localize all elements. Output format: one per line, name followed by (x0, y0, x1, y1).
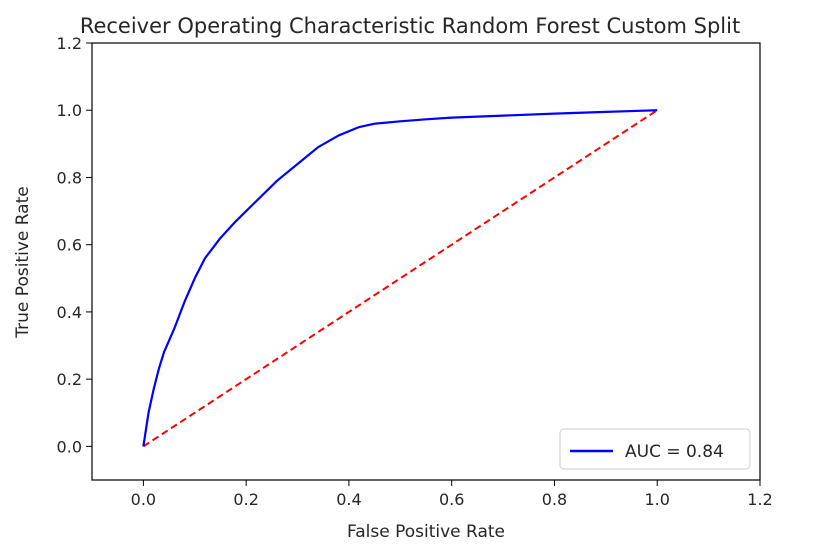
plot-frame (91, 42, 761, 481)
y-axis-label: True Positive Rate (13, 186, 33, 338)
x-tick-label: 0.8 (542, 490, 567, 509)
x-axis-label: False Positive Rate (347, 522, 505, 542)
chart-title: Receiver Operating Characteristic Random… (80, 14, 740, 38)
random-baseline-line (142, 109, 658, 448)
x-tick-label: 1.2 (747, 490, 772, 509)
x-tick-label: 0.0 (131, 490, 156, 509)
y-tick-label: 0.2 (57, 370, 82, 389)
y-tick-label: 1.0 (57, 101, 82, 120)
legend-box (559, 428, 751, 470)
legend-label-auc: AUC = 0.84 (625, 442, 724, 462)
y-tick-label: 0.6 (57, 236, 82, 255)
roc-curve-line (142, 109, 658, 447)
y-tick-label: 0.4 (57, 303, 82, 322)
y-tick-label: 1.2 (57, 34, 82, 53)
legend: AUC = 0.84 (559, 428, 751, 470)
y-tick-label: 0.8 (57, 168, 82, 187)
y-tick-label: 0.0 (57, 437, 82, 456)
x-tick-label: 1.0 (645, 490, 670, 509)
x-tick-label: 0.2 (233, 490, 258, 509)
x-tick-label: 0.4 (336, 490, 361, 509)
x-tick-label: 0.6 (439, 490, 464, 509)
